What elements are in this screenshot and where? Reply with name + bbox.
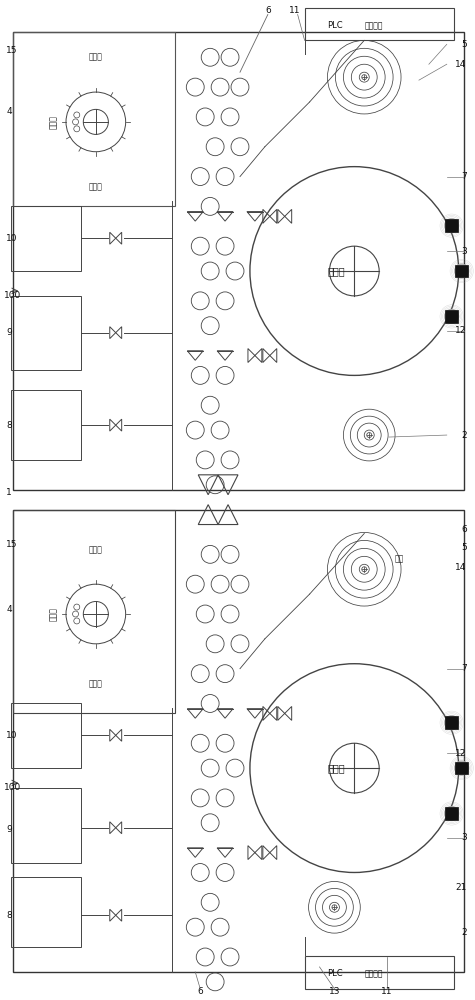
Text: 14: 14 (455, 60, 466, 69)
Circle shape (455, 761, 469, 775)
Bar (11, 296, 81, 370)
Text: 控制系统: 控制系统 (364, 21, 383, 30)
Bar (304, 956, 454, 989)
Circle shape (445, 309, 459, 324)
Text: 13: 13 (329, 987, 340, 996)
Text: 8: 8 (6, 911, 12, 920)
Text: 100: 100 (4, 291, 22, 300)
Text: 12: 12 (455, 749, 466, 758)
Bar (304, 8, 454, 40)
Circle shape (445, 218, 459, 233)
Text: 5: 5 (461, 543, 466, 552)
Text: 6: 6 (265, 6, 271, 15)
Polygon shape (445, 807, 458, 820)
Circle shape (445, 716, 459, 730)
Text: 暗屏蔽: 暗屏蔽 (89, 545, 103, 554)
Text: 1: 1 (6, 488, 12, 497)
Text: 9: 9 (6, 825, 12, 834)
Bar (11, 703, 81, 768)
Text: PLC: PLC (327, 21, 343, 30)
Text: PLC: PLC (327, 969, 343, 978)
Text: 12: 12 (455, 326, 466, 335)
Text: 11: 11 (289, 6, 300, 15)
Bar (11, 390, 81, 460)
Text: 镀膜鼓: 镀膜鼓 (328, 763, 345, 773)
Circle shape (455, 264, 469, 278)
Text: 4: 4 (6, 107, 12, 116)
Text: 控制系统: 控制系统 (364, 969, 383, 978)
Bar (11, 206, 81, 271)
Text: 7: 7 (461, 664, 466, 673)
Text: 7: 7 (461, 172, 466, 181)
Text: 收卷: 收卷 (394, 555, 404, 564)
Text: 11: 11 (381, 987, 393, 996)
Text: 15: 15 (6, 540, 18, 549)
Text: 3: 3 (461, 833, 466, 842)
Text: 4: 4 (6, 605, 12, 614)
Bar (13, 32, 464, 490)
Text: 加热器: 加热器 (48, 607, 57, 621)
Circle shape (445, 806, 459, 821)
Text: 10: 10 (6, 234, 18, 243)
Text: 100: 100 (4, 783, 22, 792)
Text: 5: 5 (461, 40, 466, 49)
Text: 暗屏蔽: 暗屏蔽 (89, 53, 103, 62)
Text: 10: 10 (6, 731, 18, 740)
Bar (13, 510, 464, 972)
Text: 2: 2 (461, 928, 466, 937)
Text: 6: 6 (197, 987, 203, 996)
Text: 镀膜鼓: 镀膜鼓 (328, 266, 345, 276)
Text: 14: 14 (455, 563, 466, 572)
Polygon shape (456, 762, 468, 774)
Bar (11, 877, 81, 947)
Text: 2: 2 (461, 431, 466, 440)
Bar (13, 510, 175, 713)
Text: 3: 3 (461, 247, 466, 256)
Text: 暗屏蔽: 暗屏蔽 (89, 182, 103, 191)
Polygon shape (456, 265, 468, 277)
Text: 加热器: 加热器 (48, 115, 57, 129)
Text: 暗屏蔽: 暗屏蔽 (89, 679, 103, 688)
Text: 15: 15 (6, 46, 18, 55)
Polygon shape (445, 310, 458, 323)
Bar (11, 788, 81, 863)
Text: 6: 6 (461, 525, 466, 534)
Text: 21: 21 (455, 883, 466, 892)
Text: 8: 8 (6, 421, 12, 430)
Bar (13, 32, 175, 206)
Text: 9: 9 (6, 328, 12, 337)
Polygon shape (445, 716, 458, 729)
Polygon shape (445, 219, 458, 232)
